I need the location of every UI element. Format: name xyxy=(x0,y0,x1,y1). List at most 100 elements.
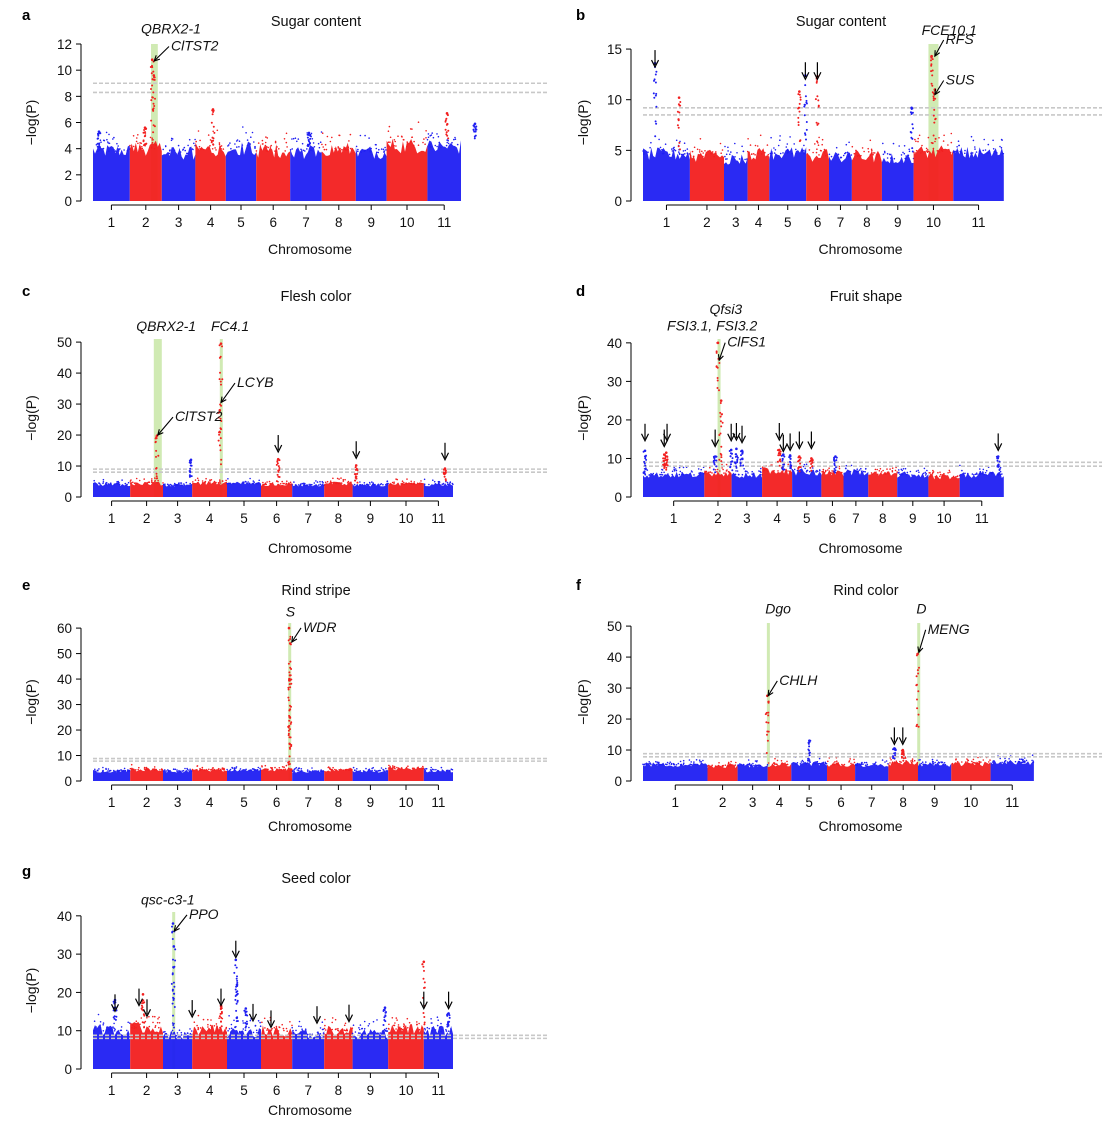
chromosome-block-11 xyxy=(423,478,454,497)
x-tick-label: 4 xyxy=(776,795,784,810)
chromosome-block-2 xyxy=(704,463,732,497)
x-tick-label: 8 xyxy=(335,1083,343,1098)
annotation-arrow xyxy=(934,80,945,96)
peak-arrow xyxy=(640,423,650,443)
x-tick-label: 6 xyxy=(829,511,837,526)
x-tick-label: 7 xyxy=(852,511,860,526)
y-tick-label: 50 xyxy=(57,647,72,662)
gene-annotation: FSI3.1, FSI3.2 xyxy=(667,318,757,334)
peak-arrow xyxy=(248,1003,258,1023)
chromosome-block-11 xyxy=(959,464,1004,497)
x-tick-label: 3 xyxy=(174,1083,182,1098)
annotation-arrow xyxy=(156,416,174,437)
chromosome-block-2 xyxy=(707,760,738,781)
peak-point xyxy=(218,342,224,434)
peak-point xyxy=(900,748,905,762)
y-tick-label: 30 xyxy=(57,397,72,412)
y-tick-label: 0 xyxy=(64,194,72,209)
chromosome-block-9 xyxy=(352,479,389,497)
peak-arrow xyxy=(890,727,899,746)
x-tick-label: 3 xyxy=(174,511,182,526)
highlight-band xyxy=(717,339,721,497)
peak-point xyxy=(814,75,820,143)
gene-annotation: qsc-c3-1 xyxy=(141,891,195,907)
y-tick-label: 10 xyxy=(57,63,72,78)
y-tick-label: 20 xyxy=(607,712,622,727)
peak-arrow xyxy=(266,1010,276,1029)
y-tick-label: 30 xyxy=(57,698,72,713)
chromosome-block-2 xyxy=(129,477,164,497)
chromosome-block-11 xyxy=(423,766,454,781)
x-tick-label: 3 xyxy=(175,215,183,230)
x-tick-label: 5 xyxy=(240,511,248,526)
x-tick-label: 1 xyxy=(670,511,678,526)
y-tick-label: 0 xyxy=(614,194,622,209)
x-tick-label: 11 xyxy=(975,511,989,526)
peak-point xyxy=(233,958,239,1029)
peak-point xyxy=(306,131,312,148)
peak-arrow xyxy=(775,423,784,442)
x-tick-label: 11 xyxy=(431,795,445,810)
x-tick-label: 3 xyxy=(749,795,757,810)
chromosome-block-8 xyxy=(888,755,919,781)
peak-point xyxy=(382,1006,387,1034)
x-tick-label: 7 xyxy=(304,1083,312,1098)
y-tick-label: 0 xyxy=(614,774,622,789)
x-tick-label: 8 xyxy=(899,795,907,810)
panel-title-a: Sugar content xyxy=(271,14,361,30)
chromosome-block-1 xyxy=(642,138,691,201)
annotation-arrow xyxy=(153,46,170,62)
chromosome-block-3 xyxy=(737,759,769,781)
y-tick-label: 20 xyxy=(57,985,72,1000)
gene-annotation: FC4.1 xyxy=(211,318,249,334)
x-tick-label: 6 xyxy=(273,795,281,810)
x-tick-label: 9 xyxy=(894,215,902,230)
y-tick-label: 5 xyxy=(614,143,622,158)
x-tick-label: 1 xyxy=(108,795,116,810)
x-tick-label: 10 xyxy=(398,795,413,810)
gene-annotation: MENG xyxy=(928,621,970,637)
peak-arrow xyxy=(188,1000,197,1019)
chromosome-block-1 xyxy=(93,1013,131,1069)
x-tick-label: 8 xyxy=(879,511,887,526)
peak-arrow xyxy=(786,433,795,452)
x-axis-label: Chromosome xyxy=(268,241,352,257)
peak-arrow xyxy=(994,433,1003,452)
x-axis-label: Chromosome xyxy=(268,818,352,834)
x-tick-label: 10 xyxy=(937,511,952,526)
chromosome-block-6 xyxy=(821,465,844,497)
chromosome-block-5 xyxy=(227,1015,262,1069)
chromosome-block-7 xyxy=(289,131,323,201)
chromosome-block-6 xyxy=(827,756,856,781)
x-tick-label: 9 xyxy=(931,795,939,810)
x-tick-label: 5 xyxy=(805,795,813,810)
y-tick-label: 40 xyxy=(57,909,72,924)
panel-b: b Sugar content 0 5 10 15 −log(P) 1 2 3 4 5 6 7 8 9 10 11… xyxy=(575,7,1102,257)
gene-annotation: PPO xyxy=(189,906,219,922)
x-tick-label: 2 xyxy=(142,215,150,230)
peak-point xyxy=(676,96,682,151)
x-tick-label: 3 xyxy=(732,215,740,230)
x-tick-label: 2 xyxy=(143,511,151,526)
peak-arrow xyxy=(274,435,283,454)
peak-point xyxy=(712,455,718,474)
peak-point xyxy=(719,399,724,463)
chromosome-block-8 xyxy=(324,766,353,781)
y-axis-label: −log(P) xyxy=(23,100,39,146)
x-tick-label: 8 xyxy=(335,511,343,526)
x-tick-label: 5 xyxy=(803,511,811,526)
chromosome-block-4 xyxy=(192,1014,228,1069)
x-axis-label: Chromosome xyxy=(818,540,902,556)
y-tick-label: 10 xyxy=(57,459,72,474)
peak-arrow xyxy=(727,423,736,443)
y-tick-label: 0 xyxy=(64,774,72,789)
x-tick-label: 10 xyxy=(398,1083,413,1098)
x-tick-label: 7 xyxy=(304,511,312,526)
chromosome-block-4 xyxy=(191,765,227,781)
peak-point xyxy=(808,457,814,472)
peak-point xyxy=(892,747,897,760)
peak-point xyxy=(210,108,216,146)
annotation-arrow xyxy=(917,629,927,654)
y-tick-label: 0 xyxy=(64,490,72,505)
